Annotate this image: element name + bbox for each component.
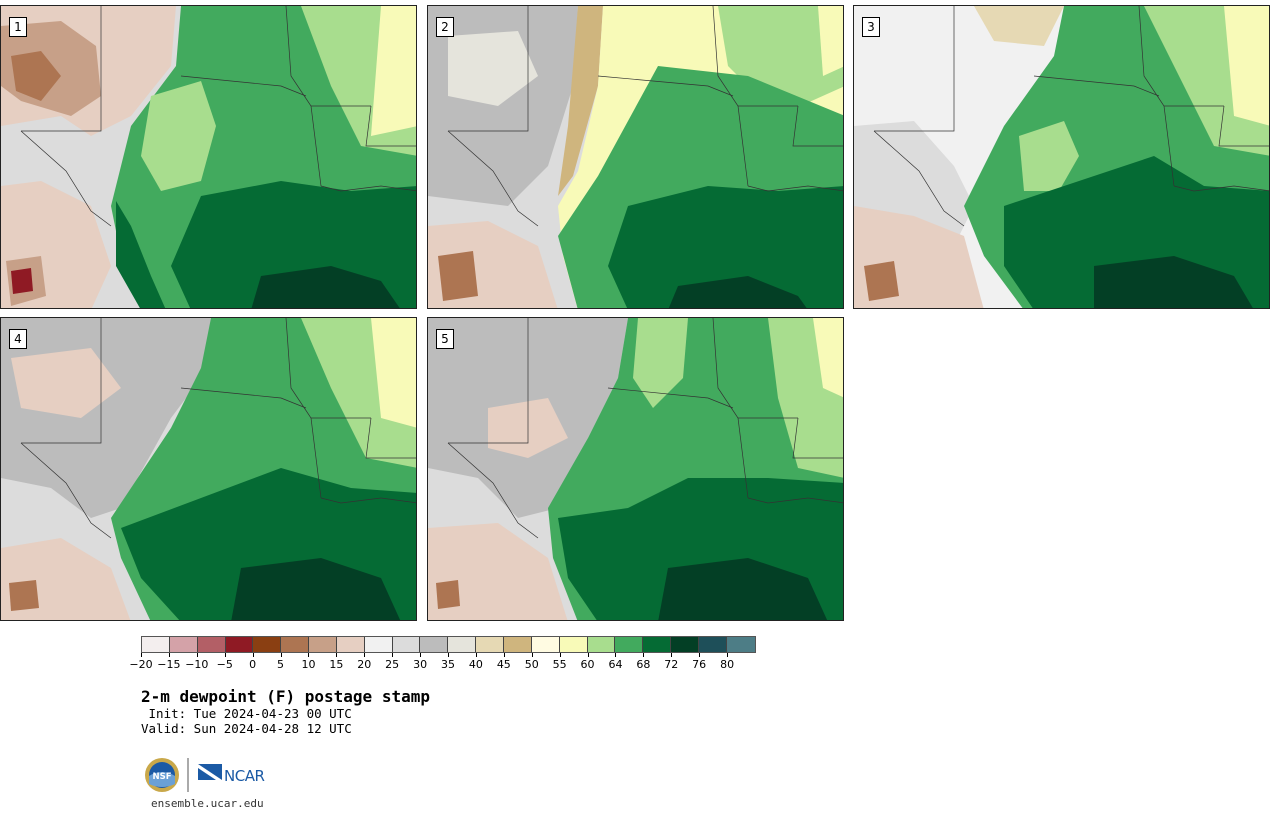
colorbar-swatch (587, 637, 616, 652)
map-panel-1: 1 (0, 5, 417, 309)
panel-label: 5 (436, 329, 454, 349)
chart-title: 2-m dewpoint (F) postage stamp (141, 687, 430, 706)
panel-label: 4 (9, 329, 27, 349)
nsf-logo-text: NSF (152, 772, 171, 782)
colorbar-tick (224, 653, 226, 657)
colorbar-tick (615, 653, 617, 657)
colorbar-swatch (142, 637, 170, 652)
colorbar-swatch (225, 637, 254, 652)
colorbar-tick-label: 20 (357, 658, 372, 671)
colorbar-swatch (309, 637, 337, 652)
colorbar-tick (280, 653, 282, 657)
colorbar-tick (448, 653, 449, 657)
colorbar-tick-label: 76 (692, 658, 707, 671)
colorbar-tick (392, 653, 394, 657)
colorbar-swatch (503, 637, 532, 652)
colorbar-swatch (448, 637, 477, 652)
colorbar-tick-label: 15 (329, 658, 344, 671)
colorbar-swatch (726, 637, 755, 652)
dewpoint-map (1, 318, 416, 620)
colorbar-swatch (615, 637, 644, 652)
colorbar-tick-label: −10 (185, 658, 209, 671)
colorbar-swatch (169, 637, 198, 652)
colorbar-tick (168, 653, 170, 657)
colorbar-tick (531, 653, 533, 657)
colorbar-tick (420, 653, 422, 657)
colorbar-swatch (281, 637, 310, 652)
colorbar-tick-label: 5 (277, 658, 285, 671)
dewpoint-map (854, 6, 1269, 308)
colorbar-swatch (476, 637, 504, 652)
colorbar-swatch (643, 637, 672, 652)
map-panel-2: 2 (427, 5, 844, 309)
colorbar-swatch (420, 637, 449, 652)
colorbar-tick (699, 653, 701, 657)
colorbar-tick (671, 653, 673, 657)
map-panel-5: 5 (427, 317, 844, 621)
colorbar-tick (336, 653, 338, 657)
ncar-logo-text: NCAR (224, 767, 264, 785)
ncar-logo-icon: NCAR (198, 764, 265, 785)
colorbar-tick-label: −5 (216, 658, 233, 671)
map-panel-4: 4 (0, 317, 417, 621)
colorbar-tick (503, 653, 505, 657)
colorbar-tick-label: 45 (496, 658, 511, 671)
colorbar-tick (308, 653, 310, 657)
colorbar-tick-label: −15 (157, 658, 181, 671)
map-panel-3: 3 (853, 5, 1270, 309)
colorbar-tick (364, 653, 366, 657)
colorbar-ticks: −20 −15 −10 −5 0 5 10 15 20 25 30 35 40 45 50 55 60 64 68 7… (129, 653, 755, 673)
panel-label: 3 (862, 17, 880, 37)
colorbar-tick-label: 0 (249, 658, 257, 671)
website-url: ensemble.ucar.edu (151, 797, 264, 810)
nsf-ncar-logos: NSF NCAR (145, 758, 265, 792)
colorbar-swatch (197, 637, 226, 652)
colorbar-swatch (336, 637, 365, 652)
colorbar-tick-label: 30 (413, 658, 428, 671)
panel-label: 2 (436, 17, 454, 37)
colorbar-tick-label: 10 (301, 658, 316, 671)
colorbar-tick (252, 653, 254, 657)
colorbar-tick-label: 80 (720, 658, 735, 671)
colorbar-tick-label: −20 (129, 658, 153, 671)
colorbar-tick-label: 68 (636, 658, 651, 671)
colorbar-tick-label: 25 (385, 658, 400, 671)
dewpoint-map (428, 318, 843, 620)
colorbar-tick-label: 55 (552, 658, 567, 671)
colorbar (141, 636, 756, 653)
colorbar-tick (475, 653, 477, 657)
colorbar-swatch (392, 637, 421, 652)
colorbar-swatch (253, 637, 282, 652)
panel-label: 1 (9, 17, 27, 37)
nsf-logo-icon: NSF (145, 758, 179, 792)
colorbar-tick-label: 40 (468, 658, 483, 671)
colorbar-tick-label: 64 (608, 658, 623, 671)
colorbar-swatch (698, 637, 727, 652)
dewpoint-map (428, 6, 843, 308)
colorbar-swatch (671, 637, 699, 652)
colorbar-tick (727, 653, 729, 657)
colorbar-tick-label: 72 (664, 658, 679, 671)
colorbar-tick-label: 35 (441, 658, 455, 671)
valid-time: Valid: Sun 2024-04-28 12 UTC (141, 721, 352, 736)
colorbar-swatch (531, 637, 560, 652)
colorbar-tick (196, 653, 198, 657)
colorbar-tick-label: 60 (580, 658, 595, 671)
colorbar-tick-label: 50 (524, 658, 539, 671)
colorbar-swatch (559, 637, 588, 652)
colorbar-tick (559, 653, 561, 657)
colorbar-tick (141, 653, 142, 657)
dewpoint-map (1, 6, 416, 308)
init-time: Init: Tue 2024-04-23 00 UTC (141, 706, 352, 721)
colorbar-swatch (364, 637, 393, 652)
colorbar-tick (643, 653, 645, 657)
colorbar-tick (587, 653, 589, 657)
